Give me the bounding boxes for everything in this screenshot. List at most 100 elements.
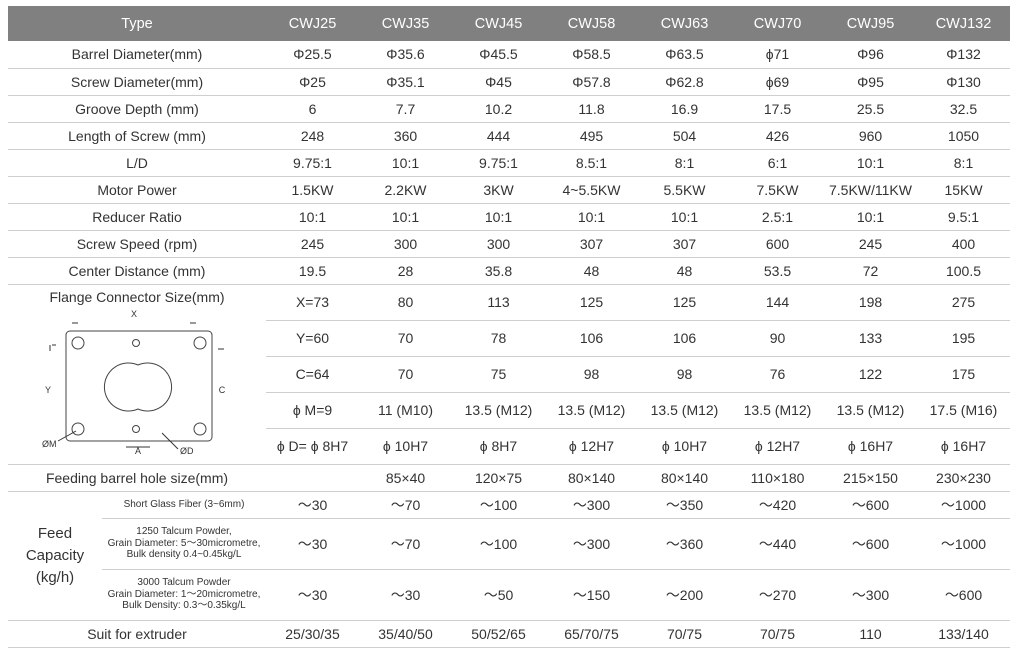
- cell: 10:1: [359, 203, 452, 231]
- cell: 28: [359, 257, 452, 285]
- cell: ～600: [917, 569, 1010, 621]
- cell: Φ35.1: [359, 68, 452, 96]
- row-length-of-screw: Length of Screw (mm) 248 360 444 495 504 426 9…: [8, 122, 1010, 150]
- cell: ～30: [266, 569, 359, 621]
- cell: ～70: [359, 491, 452, 519]
- cell: ～600: [824, 518, 917, 570]
- cell: 10:1: [638, 203, 731, 231]
- cell: 10:1: [266, 203, 359, 231]
- material-line: 3000 Talcum Powder: [137, 577, 231, 589]
- row-flange-y: Y=60 70 78 106 106 90 133 195: [8, 320, 1010, 357]
- cell: 32.5: [917, 95, 1010, 123]
- feed-label-line: (kg/h): [35, 568, 75, 586]
- cell: 70/75: [638, 620, 731, 648]
- cell: Φ35.6: [359, 41, 452, 69]
- row-label: Motor Power: [8, 176, 266, 204]
- cell: Φ45: [452, 68, 545, 96]
- row-label: Center Distance (mm): [8, 257, 266, 285]
- cell: ～600: [824, 491, 917, 519]
- cell: 307: [638, 230, 731, 258]
- cell: 13.5 (M12): [731, 392, 824, 429]
- row-label: Reducer Ratio: [8, 203, 266, 231]
- cell: 113: [452, 284, 545, 321]
- flange-param: Y=60: [266, 320, 359, 357]
- row-label: Screw Speed (rpm): [8, 230, 266, 258]
- cell: ～350: [638, 491, 731, 519]
- material-line: Short Glass Fiber (3~6mm): [123, 498, 245, 510]
- cell: 504: [638, 122, 731, 150]
- flange-diagram: X Y: [42, 309, 226, 456]
- cell: 120×75: [452, 464, 545, 492]
- cell: 10:1: [545, 203, 638, 231]
- flange-plate: [65, 330, 213, 441]
- row-feed-glass-fiber: Feed Capacity (kg/h) Short Glass Fiber (…: [8, 491, 1010, 621]
- cell: 53.5: [731, 257, 824, 285]
- cell: 35/40/50: [359, 620, 452, 648]
- cell: 230×230: [917, 464, 1010, 492]
- cell: 8:1: [638, 149, 731, 177]
- cell: 17.5: [731, 95, 824, 123]
- cell: 6:1: [731, 149, 824, 177]
- material-line: Bulk density 0.4~0.45kg/L: [126, 549, 242, 561]
- cell: ～30: [359, 569, 452, 621]
- row-feed-talcum-3000: 3000 Talcum Powder Grain Diameter: 1～20m…: [8, 569, 1010, 621]
- header-model: CWJ45: [452, 6, 545, 41]
- cell: 1.5KW: [266, 176, 359, 204]
- cell: 10:1: [452, 203, 545, 231]
- cell: 6: [266, 95, 359, 123]
- row-flange-m: ϕ M=9 11 (M10) 13.5 (M12) 13.5 (M12) 13.5 (…: [8, 392, 1010, 429]
- cell: 85×40: [359, 464, 452, 492]
- cell: [266, 464, 359, 492]
- cell: 4~5.5KW: [545, 176, 638, 204]
- header-model: CWJ58: [545, 6, 638, 41]
- cell: 3KW: [452, 176, 545, 204]
- material-line: Grain Diameter: 1～20micrometre,: [107, 588, 261, 600]
- cell: 19.5: [266, 257, 359, 285]
- cell: 10:1: [359, 149, 452, 177]
- hole-icon: [71, 336, 85, 349]
- cell: ϕ 10H7: [359, 428, 452, 465]
- cell: 5.5KW: [638, 176, 731, 204]
- row-label: Groove Depth (mm): [8, 95, 266, 123]
- cell: 7.7: [359, 95, 452, 123]
- cell: 50/52/65: [452, 620, 545, 648]
- row-groove-depth: Groove Depth (mm) 6 7.7 10.2 11.8 16.9 17.5 25…: [8, 95, 1010, 123]
- cell: Φ25.5: [266, 41, 359, 69]
- cell: 72: [824, 257, 917, 285]
- cell: ～30: [266, 491, 359, 519]
- flange-label-c: C: [219, 385, 226, 395]
- row-feed-talcum-1250: 1250 Talcum Powder, Grain Diameter: 5～30…: [8, 518, 1010, 570]
- cell: 7.5KW/11KW: [824, 176, 917, 204]
- row-l-d: L/D 9.75:1 10:1 9.75:1 8.5:1 8:1 6:1 10:1 8:1: [8, 149, 1010, 177]
- row-label: Screw Diameter(mm): [8, 68, 266, 96]
- header-model: CWJ70: [731, 6, 824, 41]
- cell: 495: [545, 122, 638, 150]
- cell: ～420: [731, 491, 824, 519]
- cell: 48: [545, 257, 638, 285]
- cell: 8.5:1: [545, 149, 638, 177]
- flange-label-a: A: [135, 446, 141, 456]
- cell: 600: [731, 230, 824, 258]
- cell: ～100: [452, 491, 545, 519]
- row-flange-d: ϕ D= ϕ 8H7 ϕ 10H7 ϕ 8H7 ϕ 12H7 ϕ 10H7 ϕ 12H7…: [8, 428, 1010, 465]
- row-label: Length of Screw (mm): [8, 122, 266, 150]
- pin-hole-icon: [132, 338, 140, 347]
- cell: Φ130: [917, 68, 1010, 96]
- cell: 9.5:1: [917, 203, 1010, 231]
- cell: 9.75:1: [266, 149, 359, 177]
- feed-label-line: Feed: [37, 524, 73, 542]
- material-line: 1250 Talcum Powder,: [136, 526, 232, 538]
- cell: 13.5 (M12): [638, 392, 731, 429]
- row-label: Feeding barrel hole size(mm): [8, 464, 266, 492]
- flange-label-y: Y: [45, 385, 51, 395]
- cell: 11.8: [545, 95, 638, 123]
- cell: 98: [545, 356, 638, 393]
- material-line: Bulk Density: 0.3～0.35kg/L: [122, 600, 246, 612]
- cell: 78: [452, 320, 545, 357]
- material-line: Grain Diameter: 5～30micrometre,: [107, 537, 261, 549]
- cell: 13.5 (M12): [824, 392, 917, 429]
- d-leader: [161, 432, 179, 449]
- cell: ～50: [452, 569, 545, 621]
- pin-hole-icon: [132, 424, 140, 433]
- cell: 80×140: [638, 464, 731, 492]
